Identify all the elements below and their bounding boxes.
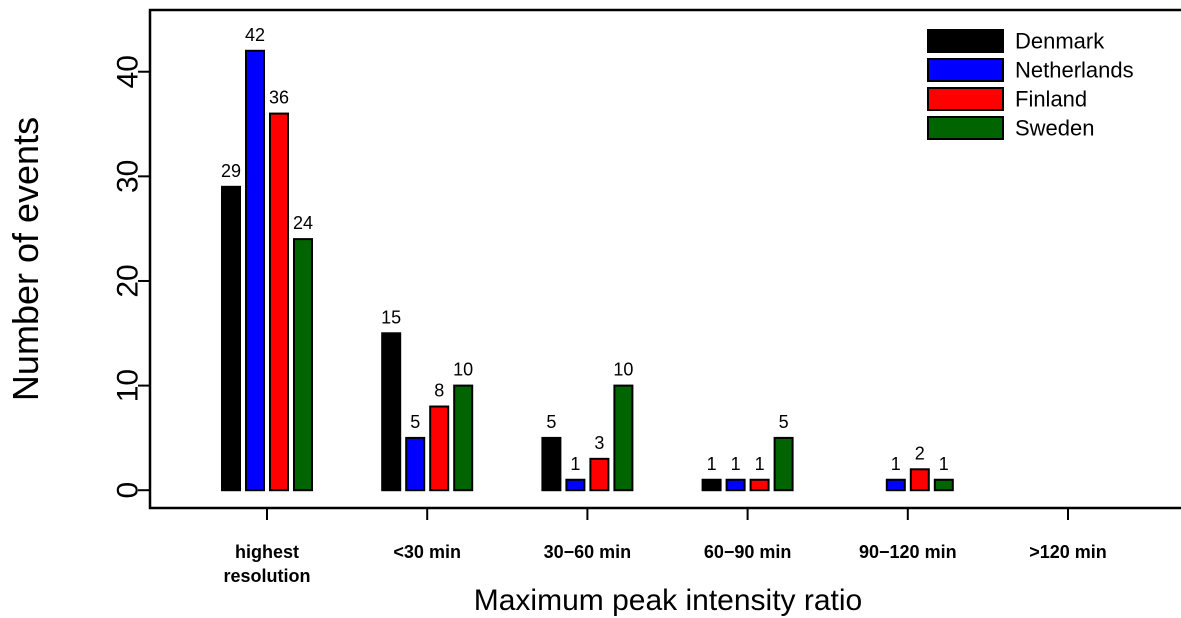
- legend-label: Denmark: [1015, 29, 1105, 54]
- value-label: 24: [293, 213, 313, 233]
- legend-swatch: [927, 58, 1004, 82]
- value-label: 8: [434, 381, 444, 401]
- bar: [565, 478, 586, 492]
- value-label: 2: [915, 443, 925, 463]
- bar: [245, 49, 265, 492]
- value-label: 10: [453, 360, 473, 380]
- value-label: 10: [613, 360, 633, 380]
- value-label: 1: [731, 454, 741, 474]
- x-tick-label: >120 min: [1029, 542, 1107, 562]
- y-tick-label: 20: [112, 264, 145, 297]
- value-label: 15: [381, 307, 401, 327]
- value-label: 1: [570, 454, 580, 474]
- bar: [909, 468, 930, 492]
- legend-swatch: [927, 29, 1004, 53]
- bar: [885, 478, 906, 492]
- legend-label: Finland: [1015, 87, 1087, 112]
- x-tick-label: 60−90 min: [703, 542, 792, 562]
- bar: [405, 436, 426, 492]
- x-tick-label: highest resolution: [223, 542, 311, 586]
- legend-label: Sweden: [1015, 116, 1095, 141]
- value-label: 1: [939, 454, 949, 474]
- x-tick-label: 90−120 min: [859, 542, 957, 562]
- value-label: 5: [410, 412, 420, 432]
- value-label: 3: [594, 433, 604, 453]
- bar: [429, 405, 450, 492]
- legend-swatch: [927, 87, 1004, 111]
- bar: [221, 185, 241, 492]
- legend-swatch: [927, 116, 1004, 140]
- value-label: 1: [891, 454, 901, 474]
- y-tick-label: 0: [112, 482, 145, 499]
- bar: [749, 478, 770, 492]
- y-tick-label: 40: [112, 55, 145, 88]
- bar: [613, 384, 634, 492]
- y-axis-label: Number of events: [5, 117, 46, 401]
- value-label: 36: [269, 88, 289, 108]
- plot-frame: [148, 8, 1181, 510]
- bar: [589, 457, 610, 492]
- x-tick-label: <30 min: [393, 542, 461, 562]
- y-tick-label: 30: [112, 160, 145, 193]
- value-label: 5: [779, 412, 789, 432]
- bar: [293, 238, 313, 492]
- value-label: 29: [221, 161, 241, 181]
- value-label: 42: [245, 25, 265, 45]
- value-label: 5: [546, 412, 556, 432]
- legend-label: Netherlands: [1015, 58, 1134, 83]
- value-label: 1: [755, 454, 765, 474]
- bar: [773, 436, 794, 492]
- bar: [933, 478, 954, 492]
- bar: [541, 436, 562, 492]
- bar: [269, 112, 289, 492]
- bar: [453, 384, 474, 492]
- x-axis-label: Maximum peak intensity ratio: [474, 584, 862, 617]
- bar: [381, 332, 402, 492]
- bar: [701, 478, 722, 492]
- value-label: 1: [707, 454, 717, 474]
- x-tick-label: 30−60 min: [543, 542, 632, 562]
- y-tick-label: 10: [112, 369, 145, 402]
- bar: [725, 478, 746, 492]
